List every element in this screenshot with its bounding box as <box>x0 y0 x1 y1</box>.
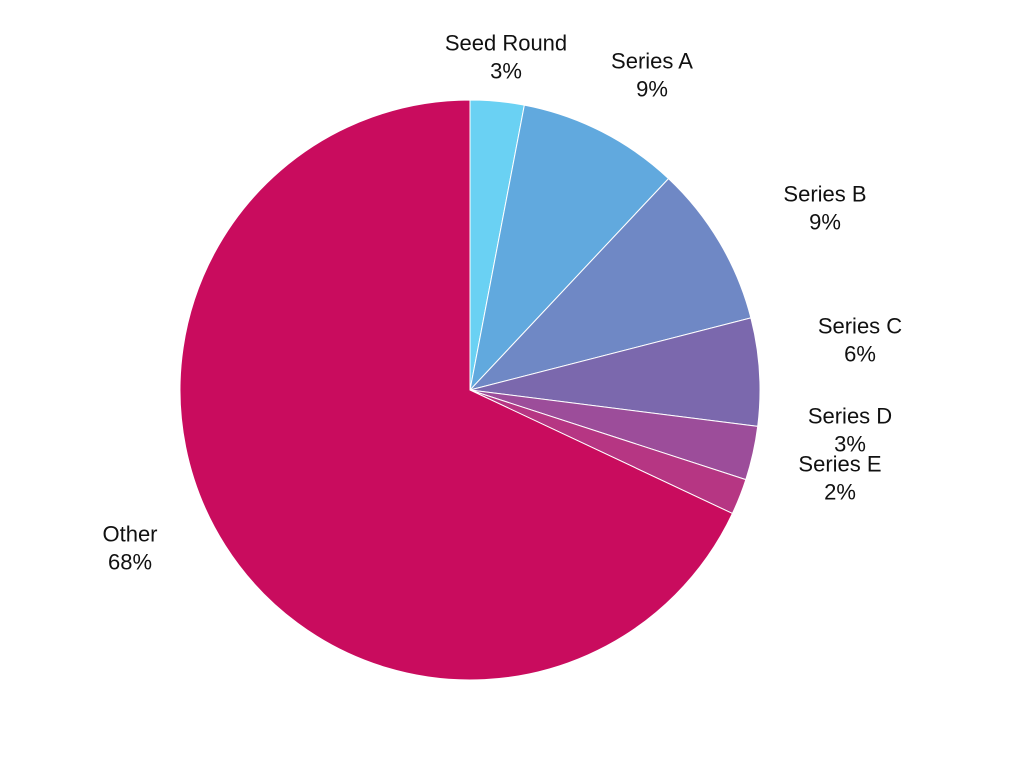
pie-chart-container: Seed Round3%Series A9%Series B9%Series C… <box>0 0 1024 768</box>
slice-label-series-d: Series D3% <box>808 403 892 458</box>
slice-label-percent: 3% <box>445 57 567 85</box>
slice-label-name: Series E <box>798 451 881 479</box>
slice-label-percent: 9% <box>783 208 866 236</box>
slice-label-seed-round: Seed Round3% <box>445 30 567 85</box>
slice-label-percent: 6% <box>818 340 902 368</box>
slice-label-name: Series D <box>808 403 892 431</box>
slice-label-name: Other <box>102 521 157 549</box>
slice-label-percent: 2% <box>798 478 881 506</box>
slice-label-name: Seed Round <box>445 30 567 58</box>
slice-label-series-b: Series B9% <box>783 181 866 236</box>
slice-label-name: Series B <box>783 181 866 209</box>
slice-label-series-c: Series C6% <box>818 313 902 368</box>
slice-label-series-a: Series A9% <box>611 48 693 103</box>
slice-label-series-e: Series E2% <box>798 451 881 506</box>
slice-label-name: Series C <box>818 313 902 341</box>
slice-label-percent: 68% <box>102 548 157 576</box>
slice-label-percent: 9% <box>611 75 693 103</box>
slice-label-name: Series A <box>611 48 693 76</box>
pie-chart-svg <box>0 0 1024 768</box>
slice-label-other: Other68% <box>102 521 157 576</box>
